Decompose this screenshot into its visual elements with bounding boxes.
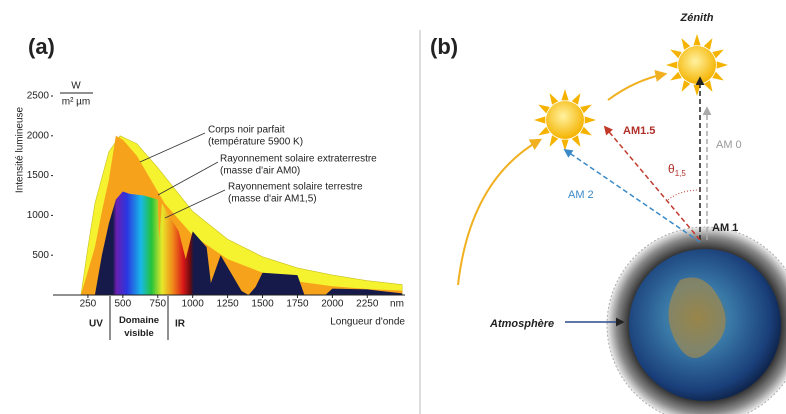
sun-ray — [571, 135, 581, 147]
sun-ray — [693, 34, 701, 46]
region-label: Domaine visible — [119, 315, 159, 339]
sun-ray — [703, 38, 713, 50]
y-unit: m² µm — [62, 97, 91, 108]
sun-path — [607, 70, 668, 101]
sun-ray — [716, 61, 728, 69]
y-tick-label: 1000 — [27, 210, 50, 221]
y-tick-label: 2000 — [27, 130, 50, 141]
sun-ray — [549, 93, 559, 105]
x-tick-label: 250 — [80, 299, 97, 310]
theta: θ — [668, 162, 675, 176]
panel-label: (b) — [430, 34, 458, 59]
angle-arc — [667, 189, 701, 201]
sun-ray — [538, 126, 550, 136]
sun — [546, 101, 584, 139]
y-unit: W — [71, 81, 81, 92]
y-axis-label: Intensité lumineuse — [15, 106, 26, 193]
panel-label: (a) — [28, 34, 55, 59]
am1-label: AM 1 — [712, 222, 738, 234]
region-label: IR — [175, 319, 186, 330]
diagram: Zénith AM1.5 AM 0 AM 2 θ1,5 AM 1 Atmosph… — [457, 12, 786, 414]
x-tick-label: 500 — [114, 299, 131, 310]
sun-ray — [549, 135, 559, 147]
sun-ray — [670, 49, 682, 59]
region-label: UV — [89, 319, 103, 330]
sun-path — [457, 138, 543, 286]
x-tick-label: 2000 — [321, 299, 344, 310]
annotation: Rayonnement solaire extraterrestre — [220, 154, 377, 165]
y-tick-label: 1500 — [27, 170, 50, 181]
x-tick-label: 1500 — [251, 299, 274, 310]
annotation: Rayonnement solaire terrestre — [228, 182, 363, 193]
chart: 500 1000 1500 2000 2500 250 500 750 1000 1250 1500… — [27, 91, 405, 310]
x-axis-label: Longueur d'onde — [330, 317, 405, 328]
sun-ray — [712, 71, 724, 81]
sun-ray — [712, 49, 724, 59]
sun-ray — [561, 139, 569, 151]
am2-label: AM 2 — [568, 189, 594, 201]
sun — [678, 46, 716, 84]
x-tick-label: 1000 — [182, 299, 205, 310]
earth-land — [668, 277, 726, 358]
sun-ray — [681, 80, 691, 92]
sun-ray — [666, 61, 678, 69]
theta-label: θ1,5 — [668, 162, 686, 178]
theta-sub: 1,5 — [675, 169, 687, 178]
sun-ray — [580, 126, 592, 136]
sun-ray — [584, 116, 596, 124]
sun-ray — [580, 104, 592, 114]
sun-ray — [571, 93, 581, 105]
sun-ray — [561, 89, 569, 101]
annotation: (masse d'air AM1,5) — [228, 194, 317, 205]
y-tick-label: 500 — [32, 250, 49, 261]
atmosphere-label: Atmosphère — [489, 318, 554, 330]
x-tick-label: 1250 — [216, 299, 239, 310]
spectrum-area — [94, 191, 403, 295]
annotation: (masse d'air AM0) — [220, 166, 300, 177]
am15-label: AM1.5 — [623, 125, 655, 137]
y-tick-label: 2500 — [27, 91, 50, 102]
sun-ray — [670, 71, 682, 81]
sun-ray — [534, 116, 546, 124]
x-unit: nm — [390, 299, 404, 310]
annotation: (température 5900 K) — [208, 137, 303, 148]
x-tick-label: 2250 — [356, 299, 379, 310]
x-tick-label: 1750 — [286, 299, 309, 310]
annotation: Corps noir parfait — [208, 125, 285, 136]
sun-ray — [693, 84, 701, 96]
annotations — [139, 132, 226, 219]
sun-ray — [538, 104, 550, 114]
sun-ray — [681, 38, 691, 50]
sun-ray — [703, 80, 713, 92]
x-tick-label: 750 — [149, 299, 166, 310]
am2-ray — [563, 148, 701, 243]
am0-label: AM 0 — [716, 139, 742, 151]
atmosphere-edge — [606, 226, 786, 414]
zenith-label: Zénith — [680, 12, 714, 24]
am15-ray — [603, 125, 701, 241]
